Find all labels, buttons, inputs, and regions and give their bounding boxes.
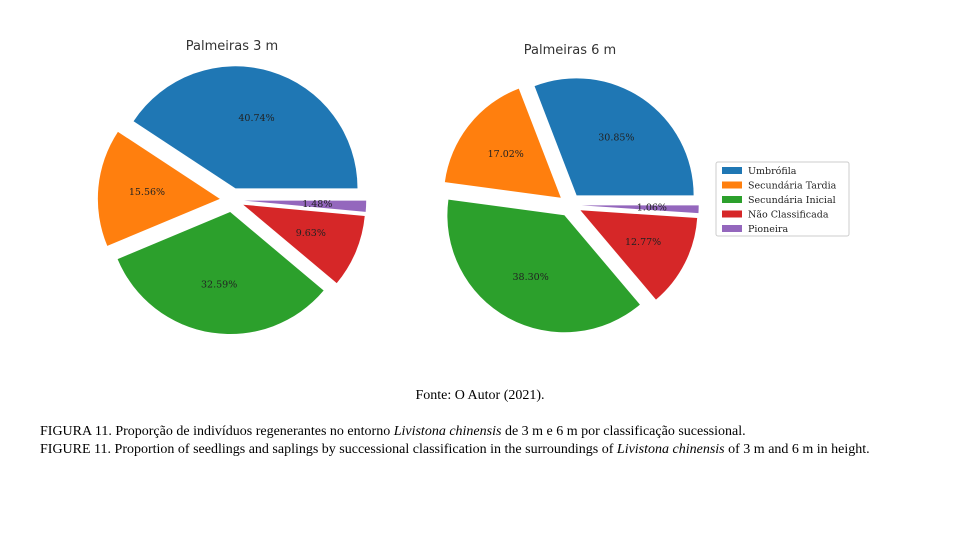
slice-label: 40.74% bbox=[238, 113, 274, 124]
slice-label: 1.06% bbox=[637, 203, 667, 214]
pie-slice bbox=[534, 78, 694, 196]
legend-entry: Secundária Inicial bbox=[748, 195, 836, 206]
slice-label: 12.77% bbox=[625, 237, 661, 248]
pie-chart-1: Palmeiras 3 m 40.74% 15.56% 32.59% 9.63% 1.48… bbox=[97, 39, 367, 335]
slice-label: 9.63% bbox=[296, 228, 326, 239]
pie-title: Palmeiras 3 m bbox=[186, 39, 278, 54]
legend-entry: Umbrófila bbox=[748, 166, 797, 177]
legend-entry: Não Classificada bbox=[748, 210, 829, 221]
legend-swatch bbox=[722, 225, 742, 232]
slice-label: 30.85% bbox=[598, 132, 634, 143]
caption-en-text-end: of 3 m and 6 m in height. bbox=[724, 442, 870, 457]
pie-slice bbox=[580, 210, 698, 300]
slice-label: 17.02% bbox=[488, 149, 524, 160]
pie-slice bbox=[133, 66, 358, 189]
caption-portuguese: FIGURA 11. Proporção de indivíduos regen… bbox=[40, 423, 900, 441]
legend-swatch bbox=[722, 167, 742, 174]
charts-canvas: Palmeiras 3 m 40.74% 15.56% 32.59% 9.63% 1.48… bbox=[97, 39, 850, 335]
pie-slice bbox=[444, 88, 561, 198]
legend-entry: Secundária Tardia bbox=[748, 181, 837, 192]
figure-source: Fonte: O Autor (2021). bbox=[415, 388, 545, 403]
pie-slice bbox=[244, 200, 367, 212]
caption-pt-species: Livistona chinensis bbox=[393, 424, 502, 439]
caption-pt-text: FIGURA 11. Proporção de indivíduos regen… bbox=[40, 424, 394, 439]
caption-en-text: FIGURE 11. Proportion of seedlings and s… bbox=[40, 442, 617, 457]
legend-swatch bbox=[722, 181, 742, 189]
pie-slice bbox=[581, 205, 699, 214]
slice-label: 32.59% bbox=[201, 279, 237, 290]
pie-slice bbox=[117, 212, 324, 335]
pie-slice bbox=[97, 131, 220, 246]
caption-en-species: Livistona chinensis bbox=[616, 442, 725, 457]
legend-swatch bbox=[722, 210, 742, 218]
caption-pt-text-end: de 3 m e 6 m por classificação sucession… bbox=[501, 424, 746, 439]
slice-label: 38.30% bbox=[513, 272, 549, 283]
legend-box bbox=[715, 161, 850, 237]
pie-chart-2: Palmeiras 6 m 30.85% 17.02% 38.30% 12.77% 1.0… bbox=[444, 43, 699, 333]
caption-english: FIGURE 11. Proportion of seedlings and s… bbox=[40, 441, 900, 459]
slice-label: 15.56% bbox=[129, 187, 165, 198]
slice-label: 1.48% bbox=[302, 199, 332, 210]
pie-slice bbox=[243, 204, 365, 284]
pie-title: Palmeiras 6 m bbox=[524, 43, 616, 58]
legend-swatch bbox=[722, 196, 742, 203]
legend: Umbrófila Secundária Tardia Secundária Ini… bbox=[715, 161, 850, 237]
pie-slice bbox=[447, 199, 640, 333]
legend-entry: Pioneira bbox=[748, 224, 788, 235]
